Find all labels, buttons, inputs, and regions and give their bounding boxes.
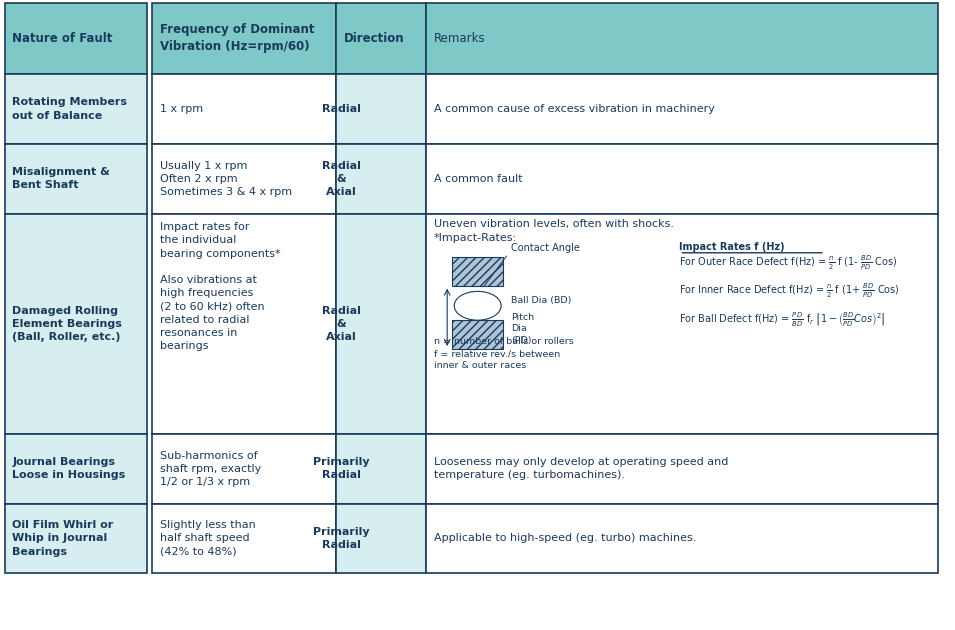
- Text: 1 x rpm: 1 x rpm: [159, 104, 202, 114]
- Text: Oil Film Whirl or
Whip in Journal
Bearings: Oil Film Whirl or Whip in Journal Bearin…: [12, 520, 114, 556]
- Bar: [152, 434, 336, 503]
- Circle shape: [455, 291, 501, 320]
- Bar: [152, 74, 336, 144]
- Text: Radial
&
Axial: Radial & Axial: [322, 306, 361, 342]
- Bar: [452, 320, 503, 349]
- Bar: [336, 74, 426, 144]
- Text: Applicable to high-speed (eg. turbo) machines.: Applicable to high-speed (eg. turbo) mac…: [434, 534, 696, 543]
- Text: Frequency of Dominant
Vibration (Hz=rpm/60): Frequency of Dominant Vibration (Hz=rpm/…: [159, 23, 314, 54]
- Bar: [5, 144, 147, 214]
- Text: Rotating Members
out of Balance: Rotating Members out of Balance: [12, 98, 127, 120]
- Text: Pitch
Dia
(PD): Pitch Dia (PD): [511, 312, 534, 345]
- Bar: [336, 214, 426, 434]
- Text: Radial
&
Axial: Radial & Axial: [322, 161, 361, 197]
- Text: Direction: Direction: [344, 32, 404, 45]
- Bar: [152, 144, 336, 214]
- Text: Misalignment &
Bent Shaft: Misalignment & Bent Shaft: [12, 168, 110, 190]
- Bar: [336, 144, 426, 214]
- Text: Radial: Radial: [322, 104, 361, 114]
- Bar: [5, 3, 147, 74]
- Bar: [5, 214, 147, 434]
- Bar: [426, 214, 939, 434]
- Text: Contact Angle: Contact Angle: [511, 243, 580, 253]
- Text: A common fault: A common fault: [434, 174, 522, 184]
- Text: Uneven vibration levels, often with shocks.: Uneven vibration levels, often with shoc…: [434, 219, 673, 229]
- Text: Usually 1 x rpm
Often 2 x rpm
Sometimes 3 & 4 x rpm: Usually 1 x rpm Often 2 x rpm Sometimes …: [159, 161, 291, 197]
- Bar: [426, 144, 939, 214]
- Bar: [426, 503, 939, 573]
- Text: Ball Dia (BD): Ball Dia (BD): [511, 295, 571, 304]
- Bar: [452, 257, 503, 285]
- Bar: [5, 503, 147, 573]
- Text: Slightly less than
half shaft speed
(42% to 48%): Slightly less than half shaft speed (42%…: [159, 520, 255, 556]
- Bar: [336, 434, 426, 503]
- Bar: [336, 3, 426, 74]
- Bar: [5, 74, 147, 144]
- Bar: [336, 503, 426, 573]
- Bar: [426, 434, 939, 503]
- Text: Journal Bearings
Loose in Housings: Journal Bearings Loose in Housings: [12, 457, 125, 481]
- Bar: [152, 214, 336, 434]
- Text: Damaged Rolling
Element Bearings
(Ball, Roller, etc.): Damaged Rolling Element Bearings (Ball, …: [12, 306, 122, 342]
- Bar: [426, 3, 939, 74]
- Text: A common cause of excess vibration in machinery: A common cause of excess vibration in ma…: [434, 104, 714, 114]
- Text: n = number of balls or rollers
f = relative rev./s between
inner & outer races: n = number of balls or rollers f = relat…: [434, 338, 573, 370]
- Text: Nature of Fault: Nature of Fault: [12, 32, 113, 45]
- Text: Looseness may only develop at operating speed and
temperature (eg. turbomachines: Looseness may only develop at operating …: [434, 457, 728, 481]
- Text: For Ball Defect f(Hz) = $\frac{PD}{BD}$ f$_r$ $\left|1-\left(\frac{BD}{PD} Cos\r: For Ball Defect f(Hz) = $\frac{PD}{BD}$ …: [679, 311, 886, 329]
- Text: Primarily
Radial: Primarily Radial: [313, 457, 370, 481]
- Text: For Outer Race Defect f(Hz) = $\frac{n}{2}$ f (1- $\frac{BD}{PD}$ Cos): For Outer Race Defect f(Hz) = $\frac{n}{…: [679, 253, 898, 272]
- Text: Impact rates for
the individual
bearing components*

Also vibrations at
high fre: Impact rates for the individual bearing …: [159, 222, 280, 351]
- Text: Impact Rates f (Hz): Impact Rates f (Hz): [679, 242, 785, 252]
- Bar: [426, 74, 939, 144]
- Text: *Impact-Rates:: *Impact-Rates:: [434, 232, 517, 243]
- Text: Sub-harmonics of
shaft rpm, exactly
1/2 or 1/3 x rpm: Sub-harmonics of shaft rpm, exactly 1/2 …: [159, 450, 261, 487]
- Bar: [152, 3, 336, 74]
- Text: Remarks: Remarks: [434, 32, 485, 45]
- Text: Primarily
Radial: Primarily Radial: [313, 527, 370, 550]
- Bar: [5, 434, 147, 503]
- Text: For Inner Race Defect f(Hz) = $\frac{n}{2}$ f (1+ $\frac{BD}{PD}$ Cos): For Inner Race Defect f(Hz) = $\frac{n}{…: [679, 282, 901, 301]
- Bar: [152, 503, 336, 573]
